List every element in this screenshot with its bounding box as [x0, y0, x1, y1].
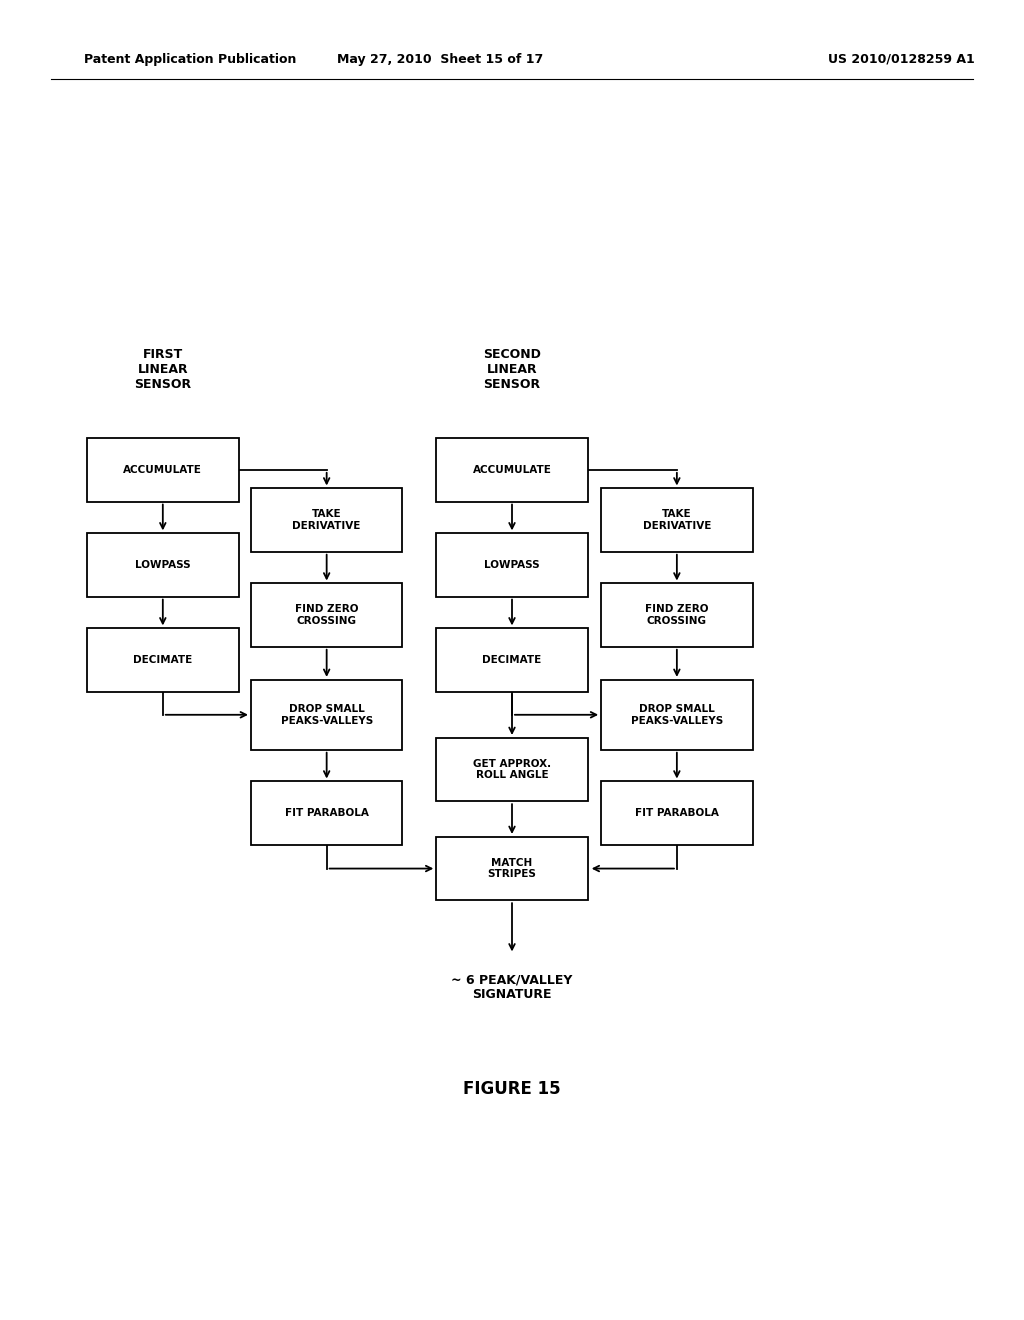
Text: LOWPASS: LOWPASS [135, 560, 190, 570]
FancyBboxPatch shape [601, 488, 753, 552]
FancyBboxPatch shape [436, 438, 588, 502]
FancyBboxPatch shape [436, 738, 588, 801]
FancyBboxPatch shape [601, 583, 753, 647]
FancyBboxPatch shape [436, 837, 588, 900]
Text: DROP SMALL
PEAKS-VALLEYS: DROP SMALL PEAKS-VALLEYS [281, 704, 373, 726]
Text: SECOND
LINEAR
SENSOR: SECOND LINEAR SENSOR [483, 348, 541, 391]
Text: US 2010/0128259 A1: US 2010/0128259 A1 [827, 53, 975, 66]
Text: FIT PARABOLA: FIT PARABOLA [285, 808, 369, 818]
Text: GET APPROX.
ROLL ANGLE: GET APPROX. ROLL ANGLE [473, 759, 551, 780]
Text: ACCUMULATE: ACCUMULATE [472, 465, 552, 475]
Text: DECIMATE: DECIMATE [133, 655, 193, 665]
Text: FIGURE 15: FIGURE 15 [463, 1080, 561, 1098]
FancyBboxPatch shape [87, 533, 239, 597]
Text: ACCUMULATE: ACCUMULATE [123, 465, 203, 475]
Text: FIND ZERO
CROSSING: FIND ZERO CROSSING [295, 605, 358, 626]
Text: MATCH
STRIPES: MATCH STRIPES [487, 858, 537, 879]
Text: DECIMATE: DECIMATE [482, 655, 542, 665]
FancyBboxPatch shape [601, 781, 753, 845]
FancyBboxPatch shape [87, 438, 239, 502]
Text: FIND ZERO
CROSSING: FIND ZERO CROSSING [645, 605, 709, 626]
Text: DROP SMALL
PEAKS-VALLEYS: DROP SMALL PEAKS-VALLEYS [631, 704, 723, 726]
Text: Patent Application Publication: Patent Application Publication [84, 53, 296, 66]
FancyBboxPatch shape [601, 680, 753, 750]
FancyBboxPatch shape [251, 583, 402, 647]
FancyBboxPatch shape [251, 781, 402, 845]
FancyBboxPatch shape [436, 533, 588, 597]
FancyBboxPatch shape [436, 628, 588, 692]
Text: FIT PARABOLA: FIT PARABOLA [635, 808, 719, 818]
Text: FIRST
LINEAR
SENSOR: FIRST LINEAR SENSOR [134, 348, 191, 391]
Text: ~ 6 PEAK/VALLEY
SIGNATURE: ~ 6 PEAK/VALLEY SIGNATURE [452, 973, 572, 1002]
Text: TAKE
DERIVATIVE: TAKE DERIVATIVE [643, 510, 711, 531]
FancyBboxPatch shape [87, 628, 239, 692]
Text: LOWPASS: LOWPASS [484, 560, 540, 570]
FancyBboxPatch shape [251, 680, 402, 750]
FancyBboxPatch shape [251, 488, 402, 552]
Text: May 27, 2010  Sheet 15 of 17: May 27, 2010 Sheet 15 of 17 [337, 53, 544, 66]
Text: TAKE
DERIVATIVE: TAKE DERIVATIVE [293, 510, 360, 531]
